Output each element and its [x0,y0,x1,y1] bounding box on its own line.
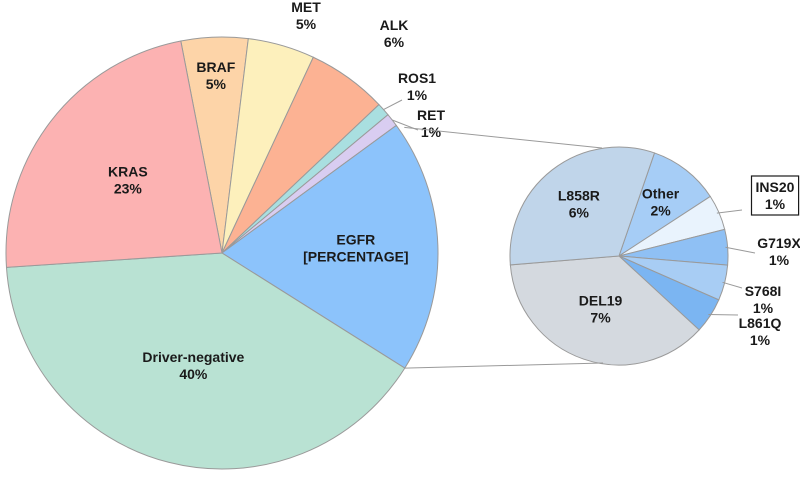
ret-label: RET 1% [417,107,445,140]
ins20-label-box [750,175,800,216]
g719x-leader-line [725,246,756,254]
ros1-label: ROS1 1% [398,70,436,103]
g719x-label: G719X 1% [757,235,800,268]
kras-slice [5,40,223,268]
kras-label: KRAS 23% [108,164,148,197]
driver-negative-slice [5,252,406,470]
del19-slice [509,255,700,366]
other-label: Other 2% [642,186,680,219]
alk-label: ALK 6% [380,17,409,50]
other-slice [618,152,712,258]
connector-line-top [404,126,603,149]
driver-negative-label: Driver-negative 40% [142,349,244,382]
s768i-label: S768I 1% [745,283,782,316]
ins20-leader-line [716,209,743,214]
l861q-label: L861Q 1% [739,315,782,348]
connector-line-bottom [404,362,604,369]
ros1-leader-line [383,99,403,111]
egfr-label: EGFR [PERCENTAGE] [303,231,409,264]
del19-label: DEL19 7% [579,293,623,326]
met-label: MET 5% [291,0,321,32]
l858r-slice [509,146,656,266]
s768i-leader-line [722,281,743,289]
ins20-label: INS20 1% [756,179,795,212]
braf-label: BRAF 5% [196,59,235,92]
l858r-label: L858R 6% [558,187,600,220]
egfr-slice [221,124,439,369]
